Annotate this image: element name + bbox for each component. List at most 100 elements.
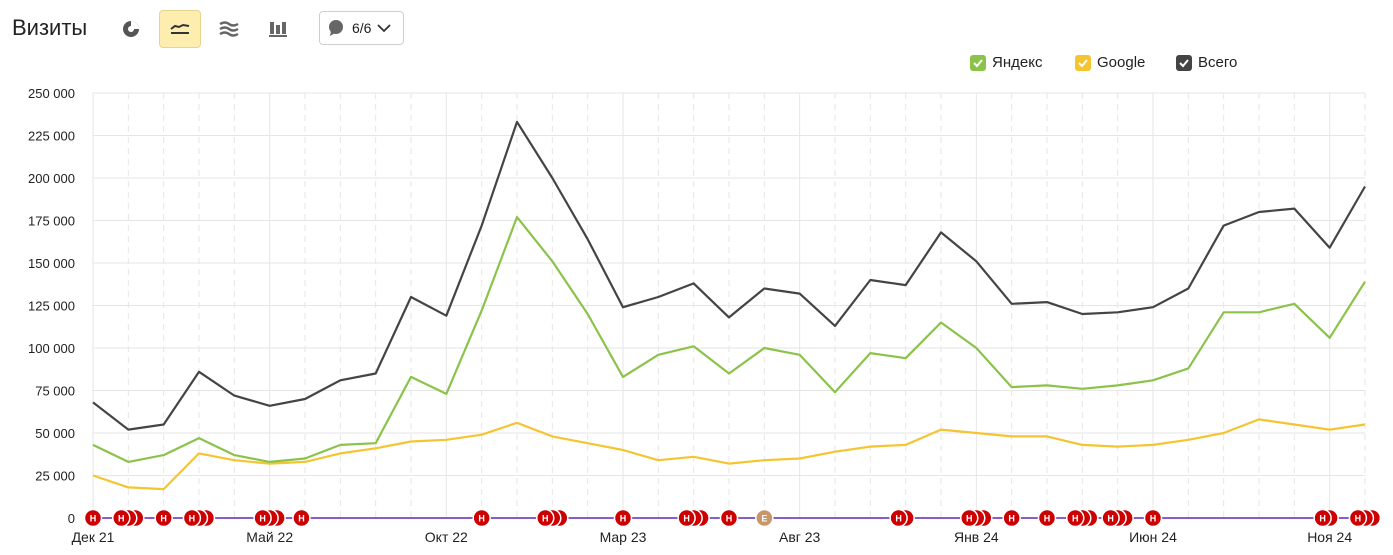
legend-item-yandex[interactable]: Яндекс xyxy=(970,54,1042,71)
annotation-marker-circle xyxy=(960,508,979,528)
annotation-marker-label: Н xyxy=(1150,514,1157,524)
y-tick-label: 250 000 xyxy=(28,86,75,101)
annotation-marker-label: Н xyxy=(1072,514,1079,524)
pie-chart-icon xyxy=(123,21,139,37)
annotation-marker-circle xyxy=(292,508,311,528)
annotation-marker: Н xyxy=(112,508,131,528)
chevron-down-icon xyxy=(377,24,392,33)
page-title: Визиты xyxy=(12,15,88,40)
annotation-marker: Н xyxy=(292,508,311,528)
legend-item-google[interactable]: Google xyxy=(1075,54,1145,71)
annotation-marker-circle xyxy=(1143,508,1163,528)
annotation-marker-circle xyxy=(1066,508,1085,528)
bar-chart-button[interactable] xyxy=(257,10,299,48)
line-chart-icon xyxy=(170,23,190,34)
annotation-marker-circle xyxy=(719,508,739,528)
bar-chart-icon xyxy=(269,22,287,37)
annotation-marker: Н xyxy=(1002,508,1021,528)
x-tick-label: Ноя 24 xyxy=(1307,529,1352,545)
y-tick-label: 75 000 xyxy=(35,384,75,399)
stacked-area-button[interactable] xyxy=(208,10,250,48)
annotation-marker-label: Н xyxy=(298,514,305,524)
annotation-marker-label: Н xyxy=(478,514,485,524)
x-tick-label: Авг 23 xyxy=(779,529,821,545)
annotation-marker-circle xyxy=(613,508,633,528)
y-tick-label: 200 000 xyxy=(28,171,75,186)
annotation-marker: Н xyxy=(960,508,979,528)
legend-label-google: Google xyxy=(1097,54,1146,71)
annotation-marker-label: Н xyxy=(259,514,266,524)
annotation-marker-circle xyxy=(1037,508,1057,528)
annotation-marker-label: Н xyxy=(683,514,690,524)
y-tick-label: 175 000 xyxy=(28,214,75,229)
annotation-marker: Н xyxy=(154,508,173,528)
annotation-marker-circle xyxy=(112,508,131,528)
annotation-marker: Н xyxy=(253,508,272,528)
annotation-marker-circle xyxy=(755,508,774,528)
annotation-marker: Н xyxy=(889,508,908,528)
annotation-marker: Н xyxy=(1348,508,1368,528)
annotation-marker-label: Н xyxy=(1008,514,1015,524)
x-tick-label: Май 22 xyxy=(246,529,293,545)
annotation-marker-label: Е xyxy=(761,514,767,524)
annotation-marker-label: Н xyxy=(118,514,125,524)
annotation-marker-label: Н xyxy=(1107,514,1114,524)
annotation-marker-label: Н xyxy=(90,514,97,524)
legend-label-total: Всего xyxy=(1198,54,1238,71)
y-tick-label: 150 000 xyxy=(28,256,75,271)
x-tick-label: Июн 24 xyxy=(1129,529,1177,545)
annotation-marker: Н xyxy=(536,508,555,528)
annotations-count: 6/6 xyxy=(352,20,372,36)
annotation-marker-label: Н xyxy=(1319,514,1326,524)
annotation-marker-label: Н xyxy=(620,514,627,524)
annotation-marker-label: Н xyxy=(1044,514,1051,524)
annotation-marker-label: Н xyxy=(189,514,196,524)
annotation-marker: Н xyxy=(1143,508,1163,528)
series-line-total xyxy=(92,120,1366,431)
annotation-marker-label: Н xyxy=(966,514,973,524)
x-tick-label: Дек 21 xyxy=(72,529,115,545)
annotation-marker: Н xyxy=(182,508,202,528)
annotation-marker-circle xyxy=(536,508,555,528)
annotation-marker: Н xyxy=(1037,508,1057,528)
x-tick-label: Мар 23 xyxy=(600,529,647,545)
annotation-marker-circle xyxy=(1313,508,1332,528)
annotation-marker-circle xyxy=(154,508,173,528)
comment-icon xyxy=(329,20,343,36)
annotation-marker: Н xyxy=(83,508,103,528)
annotation-marker-circle xyxy=(83,508,103,528)
x-tick-label: Янв 24 xyxy=(954,529,999,545)
annotation-marker-circle xyxy=(253,508,272,528)
annotation-marker-circle xyxy=(1348,508,1368,528)
y-tick-label: 25 000 xyxy=(35,469,75,484)
line-chart-button[interactable] xyxy=(159,10,201,48)
annotation-marker-circle xyxy=(677,508,696,528)
annotation-marker: Н xyxy=(613,508,633,528)
checkbox-checked-icon xyxy=(1176,54,1192,71)
annotation-marker-label: Н xyxy=(160,514,167,524)
checkbox-checked-icon xyxy=(1075,54,1091,71)
checkbox-checked-icon xyxy=(970,54,986,71)
annotation-marker-label: Н xyxy=(726,514,733,524)
annotation-marker-circle xyxy=(1002,508,1021,528)
y-tick-label: 100 000 xyxy=(28,341,75,356)
annotations-dropdown[interactable]: 6/6 xyxy=(319,11,404,45)
pie-chart-button[interactable] xyxy=(110,10,152,48)
annotation-marker: Н xyxy=(472,508,491,528)
annotation-marker-label: Н xyxy=(1355,514,1362,524)
y-tick-label: 0 xyxy=(68,511,75,526)
annotation-marker: Н xyxy=(1313,508,1332,528)
annotation-marker: Е xyxy=(755,508,774,528)
annotation-marker: Н xyxy=(1066,508,1085,528)
stacked-area-icon xyxy=(219,21,239,37)
annotation-marker: Н xyxy=(1101,508,1120,528)
y-tick-label: 225 000 xyxy=(28,129,75,144)
x-tick-label: Окт 22 xyxy=(425,529,468,545)
annotation-marker-circle xyxy=(472,508,491,528)
annotation-marker-label: Н xyxy=(542,514,549,524)
legend-item-total[interactable]: Всего xyxy=(1176,54,1237,71)
annotation-marker-circle xyxy=(182,508,202,528)
y-tick-label: 50 000 xyxy=(35,426,75,441)
y-tick-label: 125 000 xyxy=(28,299,75,314)
